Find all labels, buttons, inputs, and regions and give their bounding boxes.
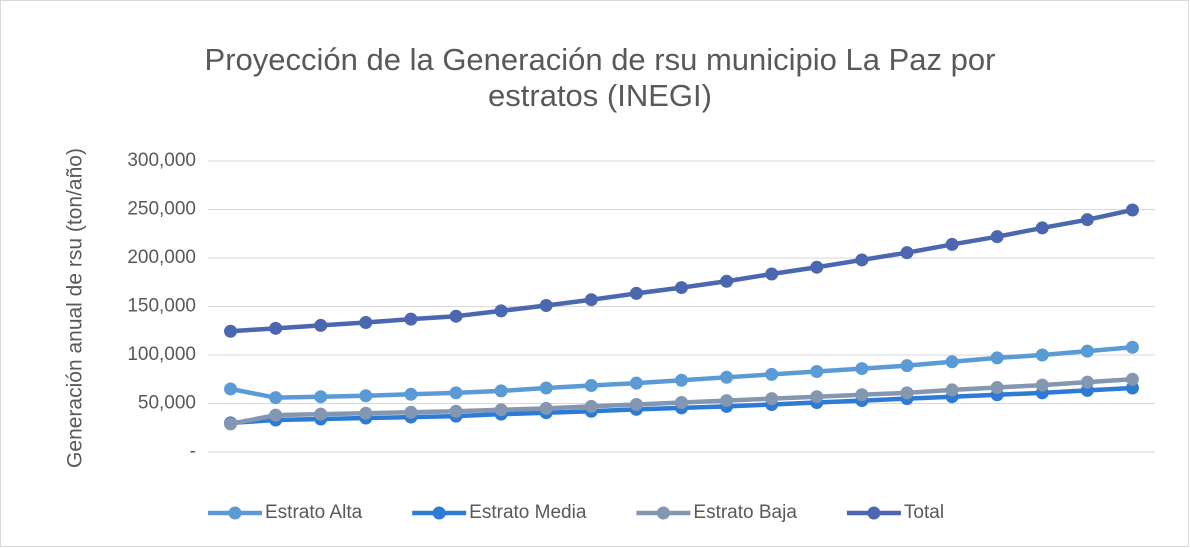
data-point xyxy=(990,351,1004,365)
data-point xyxy=(675,281,688,295)
y-tick-label: - xyxy=(190,441,196,462)
data-point xyxy=(945,355,959,369)
data-point xyxy=(900,386,914,400)
data-point xyxy=(1080,375,1094,389)
data-point xyxy=(449,386,463,400)
data-point xyxy=(584,293,598,307)
data-point xyxy=(720,394,734,408)
data-point xyxy=(269,391,283,405)
data-point xyxy=(539,401,553,415)
y-tick-label: 300,000 xyxy=(127,150,196,171)
data-point xyxy=(269,408,283,422)
data-point xyxy=(765,267,779,281)
data-point xyxy=(449,309,463,323)
data-point xyxy=(1125,203,1139,217)
data-point xyxy=(1035,348,1049,362)
data-point xyxy=(224,417,238,431)
data-point xyxy=(584,379,598,393)
data-point xyxy=(855,388,869,402)
data-point xyxy=(990,230,1004,244)
data-point xyxy=(855,362,869,376)
data-point xyxy=(675,396,688,410)
data-point xyxy=(539,299,553,313)
data-point xyxy=(404,405,418,419)
data-point xyxy=(629,286,643,300)
legend-marker xyxy=(656,506,670,520)
data-point xyxy=(359,406,373,420)
data-point xyxy=(810,390,824,404)
data-point xyxy=(359,316,373,330)
legend-label: Estrato Baja xyxy=(693,502,797,523)
data-point xyxy=(810,364,824,378)
legend-marker xyxy=(867,506,881,520)
data-point xyxy=(494,384,508,398)
y-tick-label: 150,000 xyxy=(127,296,196,317)
legend-label: Total xyxy=(904,502,944,523)
data-point xyxy=(855,253,869,267)
data-point xyxy=(269,321,283,335)
data-point xyxy=(629,397,643,411)
data-point xyxy=(404,387,418,401)
data-point xyxy=(900,246,914,260)
data-point xyxy=(1035,221,1049,235)
y-tick-label: 100,000 xyxy=(127,344,196,365)
data-point xyxy=(314,407,328,421)
data-point xyxy=(449,404,463,418)
data-point xyxy=(1080,213,1094,227)
y-tick-label: 250,000 xyxy=(127,199,196,220)
data-point xyxy=(629,376,643,390)
y-tick-label: 50,000 xyxy=(138,393,196,414)
data-point xyxy=(494,304,508,318)
data-point xyxy=(494,403,508,417)
data-point xyxy=(314,318,328,332)
data-point xyxy=(539,381,553,395)
data-point xyxy=(359,389,373,403)
data-point xyxy=(1035,378,1049,392)
legend-marker xyxy=(228,506,242,520)
data-point xyxy=(1125,340,1139,354)
data-point xyxy=(675,373,688,387)
data-point xyxy=(990,380,1004,394)
data-point xyxy=(720,370,734,384)
legend-label: Estrato Media xyxy=(469,502,587,523)
data-point xyxy=(810,260,824,274)
data-point xyxy=(224,382,238,396)
data-point xyxy=(1125,372,1139,386)
data-point xyxy=(945,237,959,251)
data-point xyxy=(900,359,914,373)
data-point xyxy=(720,274,734,288)
data-point xyxy=(1080,344,1094,358)
data-point xyxy=(224,324,238,338)
data-point xyxy=(765,367,779,381)
y-tick-label: 200,000 xyxy=(127,247,196,268)
legend-marker xyxy=(432,506,446,520)
y-axis-label: Generación anual de rsu (ton/año) xyxy=(64,148,87,468)
data-point xyxy=(945,383,959,397)
data-point xyxy=(314,390,328,404)
data-point xyxy=(584,399,598,413)
chart-title: Proyección de la Generación de rsu munic… xyxy=(204,42,996,113)
data-point xyxy=(404,312,418,326)
legend-label: Estrato Alta xyxy=(265,502,363,523)
data-point xyxy=(765,392,779,406)
